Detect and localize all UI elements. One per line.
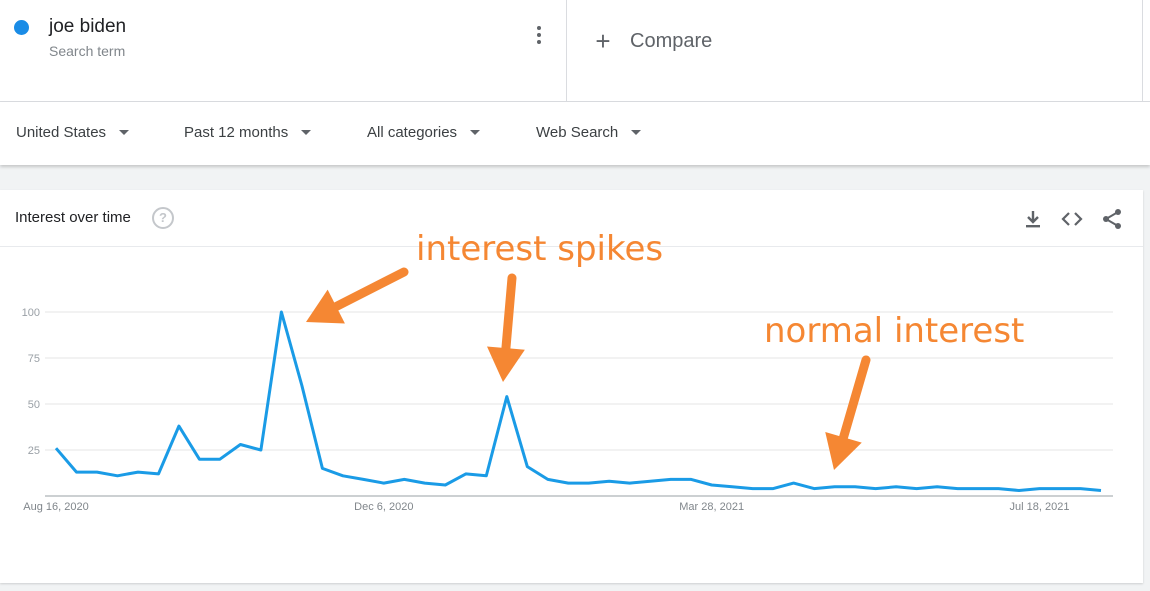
y-tick-label: 50	[28, 399, 40, 411]
compare-label: Compare	[630, 29, 713, 52]
x-tick-label: Dec 6, 2020	[354, 501, 413, 513]
region-dropdown[interactable]: United States	[16, 124, 130, 141]
search-type-label: Web Search	[536, 124, 619, 141]
divider	[1142, 0, 1143, 101]
x-tick-label: Mar 28, 2021	[679, 501, 744, 513]
embed-code-icon[interactable]	[1061, 208, 1083, 230]
search-header: joe biden Search term + Compare	[0, 0, 1150, 102]
arrow-second-spike	[487, 273, 525, 382]
card-title: Interest over time	[15, 209, 131, 226]
caret-down-icon	[301, 130, 312, 135]
series-color-dot	[14, 20, 29, 35]
share-icon[interactable]	[1101, 208, 1123, 230]
more-options-icon[interactable]	[530, 26, 548, 50]
card-header: Interest over time ?	[0, 190, 1143, 247]
chart-grid: 25 50 75 100 Aug 16, 2020 Dec 6, 2020 Mar 28, …	[22, 307, 1113, 513]
caret-down-icon	[470, 130, 481, 135]
compare-button[interactable]: + Compare	[592, 26, 712, 56]
arrow-normal-interest	[825, 355, 871, 470]
y-tick-label: 75	[28, 353, 40, 365]
time-range-dropdown[interactable]: Past 12 months	[184, 124, 312, 141]
filter-bar: United States Past 12 months All categor…	[0, 102, 1150, 165]
search-type-dropdown[interactable]: Web Search	[536, 124, 642, 141]
category-dropdown[interactable]: All categories	[367, 124, 481, 141]
caret-down-icon	[119, 130, 130, 135]
search-term-card[interactable]: joe biden Search term	[0, 0, 567, 101]
region-label: United States	[16, 124, 107, 141]
chart-series	[54, 310, 1102, 492]
annotation-interest-spikes: interest spikes	[416, 229, 664, 269]
annotation-normal-interest: normal interest	[764, 311, 1025, 351]
download-icon[interactable]	[1022, 208, 1044, 230]
caret-down-icon	[631, 130, 642, 135]
category-label: All categories	[367, 124, 458, 141]
plus-icon: +	[595, 26, 611, 56]
y-tick-label: 100	[22, 307, 40, 319]
x-tick-label: Aug 16, 2020	[23, 501, 88, 513]
annotation-arrows	[306, 267, 871, 470]
series-line	[54, 310, 1102, 492]
time-range-label: Past 12 months	[184, 124, 289, 141]
search-term-type: Search term	[49, 43, 126, 59]
arrow-first-spike	[306, 267, 409, 324]
search-term-title: joe biden	[49, 16, 127, 37]
help-icon[interactable]: ?	[152, 207, 174, 229]
interest-over-time-card: Interest over time ?	[0, 190, 1143, 583]
y-tick-label: 25	[28, 445, 40, 457]
x-tick-label: Jul 18, 2021	[1010, 501, 1070, 513]
